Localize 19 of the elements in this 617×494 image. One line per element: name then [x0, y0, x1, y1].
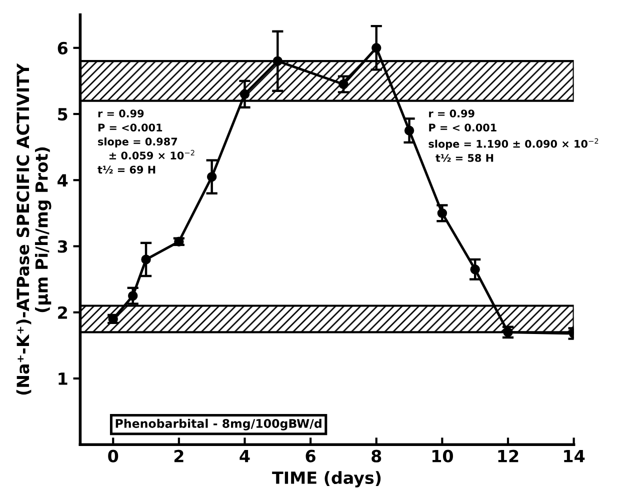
y-axis-title: (Na⁺-K⁺)-ATPase SPECIFIC ACTIVITY (μm Pi/h/mg Prot) — [16, 63, 52, 395]
text: r = 0.99 P = <0.001 slope = 0.987 ± 0.059 × 10$^{−2}$ t½ = 69 H — [98, 110, 194, 174]
y-tick-label: 1 — [58, 372, 68, 385]
y-tick-label: 5 — [58, 108, 68, 121]
x-axis-title: TIME (days) — [272, 471, 381, 488]
y-tick-label: 4 — [58, 174, 68, 186]
y-tick-label: 3 — [58, 240, 68, 253]
x-tick-label: 0 — [108, 450, 118, 462]
x-tick-label: 6 — [306, 450, 316, 462]
text: r = 0.99 P = < 0.001 slope = 1.190 ± 0.090 × 10$^{−2}$ t½ = 58 H — [428, 110, 598, 162]
x-tick-label: 10 — [432, 450, 453, 462]
x-tick-label: 14 — [564, 450, 585, 462]
annotation: Phenobarbital - 8mg/100gBW/d — [116, 418, 322, 430]
x-tick-label: 12 — [498, 450, 518, 462]
y-tick-label: 2 — [58, 306, 67, 319]
y-tick-label: 6 — [58, 42, 68, 54]
x-tick-label: 4 — [240, 450, 250, 462]
x-tick-label: 2 — [174, 450, 184, 462]
x-tick-label: 8 — [372, 450, 382, 462]
